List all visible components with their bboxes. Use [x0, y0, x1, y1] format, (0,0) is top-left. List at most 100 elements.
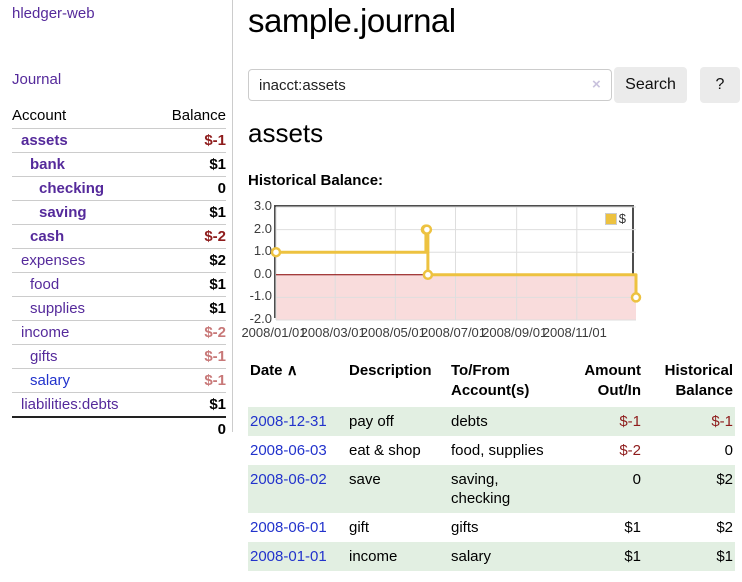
register-header-description: Description	[349, 362, 432, 379]
account-link[interactable]: expenses	[21, 252, 86, 269]
account-link[interactable]: liabilities:debts	[21, 396, 119, 413]
account-row: expenses $2	[12, 248, 226, 273]
account-link[interactable]: income	[21, 324, 70, 341]
register-table: Date ∧ Description To/From Account(s) Am…	[248, 358, 735, 571]
transaction-balance: 0	[724, 442, 733, 459]
register-row: 2008-06-01 gift gifts $1 $2	[248, 513, 735, 542]
chart-title: Historical Balance:	[248, 172, 384, 189]
x-tick-label: 2008/03/01	[300, 325, 366, 340]
accounts-header-balance: Balance	[171, 107, 226, 124]
x-tick-label: 2008/01/01	[241, 325, 307, 340]
page-title: sample.journal	[248, 2, 456, 39]
accounts-header-row: Account Balance	[12, 104, 226, 129]
account-balance: $1	[153, 152, 226, 177]
accounts-table: Account Balance assets $-1 bank $1 checking 0…	[12, 104, 226, 441]
account-link[interactable]: supplies	[30, 300, 86, 317]
register-row: 2008-06-02 save saving, checking 0 $2	[248, 465, 735, 513]
account-balance: $2	[153, 248, 226, 273]
account-link[interactable]: gifts	[30, 348, 58, 365]
transaction-accounts: food, supplies	[451, 442, 544, 459]
transaction-balance: $2	[716, 471, 733, 488]
transaction-date-link[interactable]: 2008-06-03	[250, 442, 327, 459]
sort-asc-icon: ∧	[286, 362, 298, 379]
transaction-amount: $-1	[619, 413, 641, 430]
x-tick-label: 2008/07/01	[420, 325, 487, 340]
legend-label: $	[618, 211, 626, 226]
transaction-description: eat & shop	[349, 442, 421, 459]
transaction-description: gift	[349, 519, 370, 536]
transaction-accounts: gifts	[451, 519, 479, 536]
chart-plot: $	[270, 205, 642, 321]
account-balance: $1	[153, 392, 226, 417]
register-header-accounts: To/From Account(s)	[451, 362, 530, 399]
x-tick-label: 2008/05/01	[360, 325, 426, 340]
historical-balance-chart: 3.0 2.0 1.0 0.0 -1.0 -2.0 $ 2008/01/01 2008/03…	[241, 198, 668, 341]
register-row: 2008-12-31 pay off debts $-1 $-1	[248, 407, 735, 436]
account-balance: $-1	[153, 344, 226, 369]
accounts-total-row: 0	[12, 416, 226, 441]
account-balance: $-1	[153, 368, 226, 393]
search-form: × Search ?	[248, 67, 742, 103]
transaction-description: income	[349, 548, 398, 565]
account-link[interactable]: bank	[30, 156, 66, 173]
account-link[interactable]: assets	[21, 132, 68, 149]
account-row: assets $-1	[12, 128, 226, 153]
help-button[interactable]: ?	[700, 67, 740, 103]
account-balance: $-2	[153, 224, 226, 249]
transaction-description: save	[349, 471, 381, 488]
transaction-date-link[interactable]: 2008-06-01	[250, 519, 327, 536]
register-header-date[interactable]: Date ∧	[250, 362, 298, 379]
account-balance: $1	[153, 272, 226, 297]
y-tick-label: 3.0	[253, 198, 272, 213]
clear-icon[interactable]: ×	[592, 76, 601, 93]
register-row: 2008-01-01 income salary $1 $1	[248, 542, 735, 571]
account-link[interactable]: checking	[39, 180, 105, 197]
account-row: saving $1	[12, 200, 226, 225]
account-balance: $-2	[153, 320, 226, 345]
transaction-date-link[interactable]: 2008-12-31	[250, 413, 327, 430]
transaction-balance: $-1	[711, 413, 733, 430]
account-link[interactable]: salary	[30, 372, 71, 389]
register-header-row: Date ∧ Description To/From Account(s) Am…	[248, 358, 735, 407]
y-tick-label: 0.0	[253, 265, 272, 281]
transaction-amount: 0	[632, 471, 641, 488]
chart-legend: $	[602, 210, 628, 227]
sidebar-item-journal[interactable]: Journal	[12, 71, 62, 88]
total-spacer	[12, 416, 154, 441]
account-row: bank $1	[12, 152, 226, 177]
account-link[interactable]: food	[30, 276, 60, 293]
brand-link[interactable]: hledger-web	[12, 5, 95, 22]
accounts-total-value: 0	[153, 416, 226, 441]
account-row: gifts $-1	[12, 344, 226, 369]
account-link[interactable]: cash	[30, 228, 65, 245]
transaction-date-link[interactable]: 2008-06-02	[250, 471, 327, 488]
accounts-header-account: Account	[12, 107, 67, 124]
account-row: supplies $1	[12, 296, 226, 321]
search-input[interactable]	[248, 69, 612, 101]
account-row: checking 0	[12, 176, 226, 201]
account-balance: $-1	[153, 128, 226, 153]
transaction-amount: $1	[624, 548, 641, 565]
x-tick-label: 2008/11/01	[542, 325, 607, 340]
account-link[interactable]: saving	[39, 204, 87, 221]
y-tick-label: -1.0	[249, 288, 272, 304]
account-balance: $1	[153, 200, 226, 225]
search-button[interactable]: Search	[614, 67, 687, 103]
account-row: food $1	[12, 272, 226, 297]
account-row: cash $-2	[12, 224, 226, 249]
transaction-amount: $1	[624, 519, 641, 536]
main-content: sample.journal × Search ? assets Histori…	[241, 0, 742, 582]
y-tick-label: 1.0	[253, 243, 272, 259]
sidebar: hledger-web Journal Account Balance asse…	[0, 0, 233, 441]
register-row: 2008-06-03 eat & shop food, supplies $-2 0	[248, 436, 735, 465]
account-row: income $-2	[12, 320, 226, 345]
register-header-amount: Amount Out/In	[584, 362, 641, 399]
account-row: liabilities:debts $1	[12, 392, 226, 417]
transaction-accounts: saving, checking	[451, 471, 511, 507]
transaction-date-link[interactable]: 2008-01-01	[250, 548, 327, 565]
legend-swatch-icon	[604, 212, 617, 225]
transaction-balance: $1	[716, 548, 733, 565]
transaction-amount: $-2	[619, 442, 641, 459]
transaction-balance: $2	[716, 519, 733, 536]
account-heading: assets	[248, 118, 324, 148]
